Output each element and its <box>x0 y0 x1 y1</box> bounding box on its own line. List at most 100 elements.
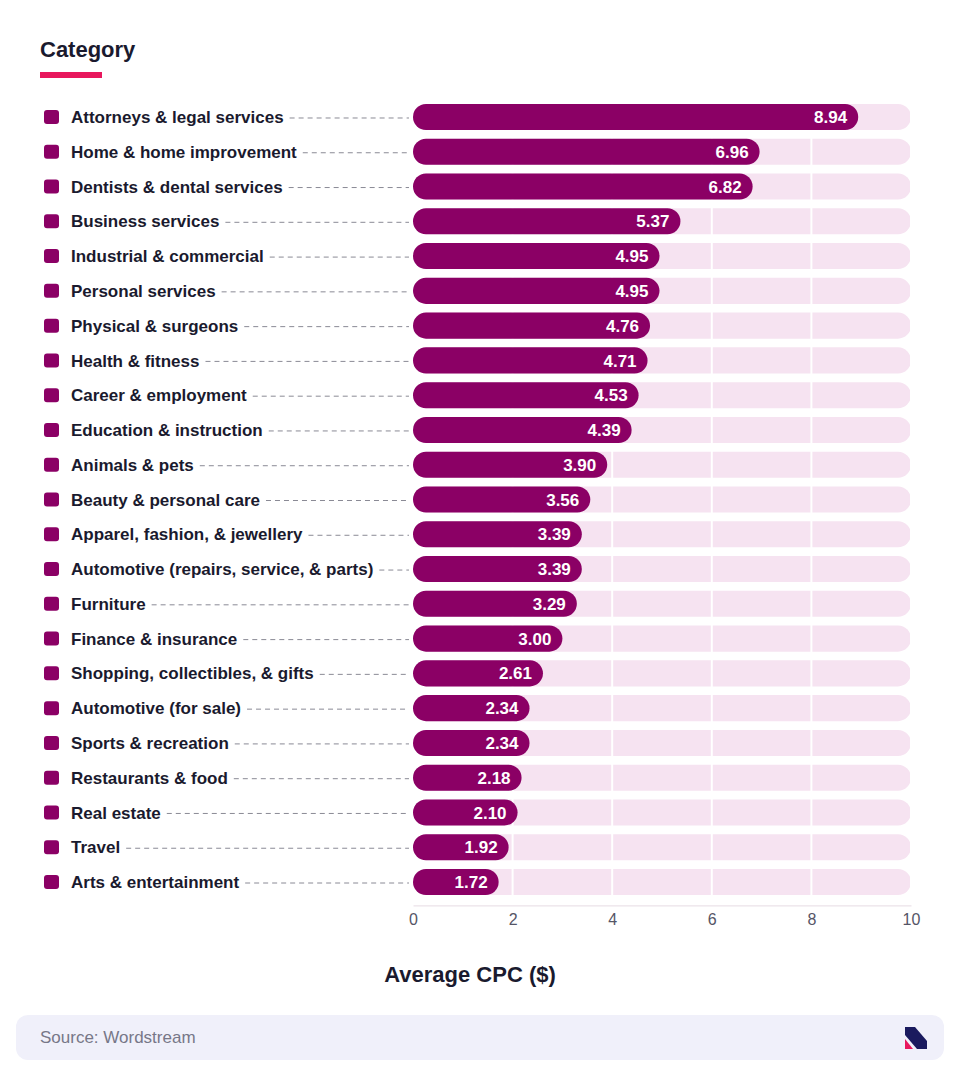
leader-line <box>205 361 409 362</box>
leader-line <box>266 500 409 501</box>
bars <box>413 104 858 895</box>
data-label: 4.95 <box>615 247 648 266</box>
category-icon <box>44 527 59 541</box>
bar <box>413 799 518 825</box>
category-label: Automotive (for sale) <box>71 699 241 718</box>
category-icon <box>44 353 59 367</box>
bar-track <box>413 626 911 652</box>
bar-track <box>413 278 911 304</box>
leader-line <box>269 430 409 431</box>
category-icon <box>44 493 59 507</box>
data-label: 3.00 <box>518 630 551 649</box>
x-tick: 0 <box>409 905 418 927</box>
data-label: 6.96 <box>716 143 749 162</box>
bar-track <box>413 556 911 582</box>
data-label: 6.82 <box>709 178 742 197</box>
category-label: Shopping, collectibles, & gifts <box>71 664 314 683</box>
category-label: Furniture <box>71 595 146 614</box>
x-tick: 6 <box>708 905 717 927</box>
leader-line <box>126 848 409 849</box>
category-icon <box>44 319 59 333</box>
x-tick-label: 4 <box>608 911 617 928</box>
bar <box>413 869 499 895</box>
x-tick: 2 <box>509 905 518 927</box>
x-tick: 8 <box>807 905 816 927</box>
leader-line <box>308 535 409 536</box>
bar-track <box>413 452 911 478</box>
bar <box>413 139 760 165</box>
bar <box>413 765 522 791</box>
category-label: Physical & surgeons <box>71 317 238 336</box>
category-label: Travel <box>71 838 120 857</box>
category-label: Finance & insurance <box>71 630 237 649</box>
data-label: 4.95 <box>615 282 648 301</box>
leader-line <box>222 291 409 292</box>
category-label: Attorneys & legal services <box>71 108 284 127</box>
y-axis-title: Category <box>40 37 136 62</box>
category-icon <box>44 388 59 402</box>
bar <box>413 313 650 339</box>
bar-track <box>413 139 911 165</box>
category-icon <box>44 701 59 715</box>
data-label: 8.94 <box>814 108 848 127</box>
x-tick-label: 0 <box>409 911 418 928</box>
category-icon <box>44 180 59 194</box>
bar-track <box>413 347 911 373</box>
category-label: Apparel, fashion, & jewellery <box>71 525 303 544</box>
data-label: 4.76 <box>606 317 639 336</box>
logo-part <box>905 1027 927 1049</box>
bar-track <box>413 695 911 721</box>
grid-line <box>810 100 812 900</box>
bar <box>413 243 660 269</box>
data-label: 1.72 <box>455 873 488 892</box>
category-icon <box>44 840 59 854</box>
category-icon <box>44 771 59 785</box>
bar-track <box>413 208 911 234</box>
bar-track <box>413 834 911 860</box>
x-tick-label: 2 <box>509 911 518 928</box>
leader-line <box>234 778 409 779</box>
category-label: Sports & recreation <box>71 734 229 753</box>
category-label: Restaurants & food <box>71 769 228 788</box>
category-label: Industrial & commercial <box>71 247 264 266</box>
bar-track <box>413 486 911 512</box>
x-axis-title: Average CPC ($) <box>384 962 556 987</box>
plot-area <box>413 100 911 900</box>
leader-line <box>152 604 409 605</box>
bar-track <box>413 382 911 408</box>
leader-line <box>303 152 409 153</box>
leader-line <box>270 257 409 258</box>
bar-track <box>413 313 911 339</box>
footer-box <box>16 1015 944 1060</box>
category-label: Beauty & personal care <box>71 491 260 510</box>
category-label: Health & fitness <box>71 352 199 371</box>
category-label: Automotive (repairs, service, & parts) <box>71 560 373 579</box>
category-icon <box>44 666 59 680</box>
data-label: 4.53 <box>595 386 628 405</box>
category-icon <box>44 110 59 124</box>
leader-line <box>243 639 409 640</box>
bar <box>413 730 530 756</box>
source-note: Source: Wordstream <box>40 1028 196 1047</box>
category-icon <box>44 597 59 611</box>
leader-line <box>235 743 409 744</box>
leader-line <box>200 465 409 466</box>
x-tick: 4 <box>608 905 617 927</box>
data-label: 1.92 <box>465 838 498 857</box>
category-icon <box>44 736 59 750</box>
category-icon <box>44 805 59 819</box>
bar-track <box>413 765 911 791</box>
category-label: Real estate <box>71 804 161 823</box>
data-label: 3.39 <box>538 525 571 544</box>
data-label: 5.37 <box>636 212 669 231</box>
category-icon <box>44 249 59 263</box>
leader-line <box>320 674 409 675</box>
category-icon <box>44 284 59 298</box>
leader-line <box>167 813 409 814</box>
category-icon <box>44 562 59 576</box>
bar-track <box>413 660 911 686</box>
data-label: 2.34 <box>485 699 519 718</box>
bar <box>413 660 543 686</box>
category-label: Business services <box>71 212 219 231</box>
bar-track <box>413 591 911 617</box>
